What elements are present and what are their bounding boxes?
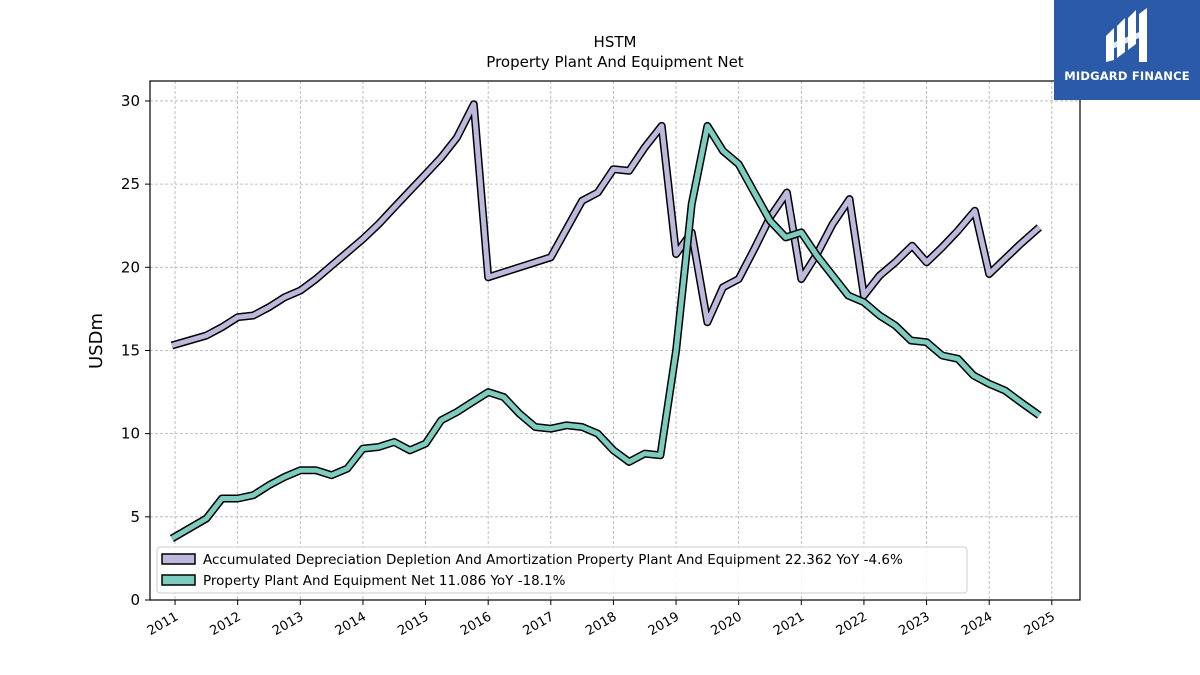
plot-frame [149,80,1081,601]
y-tick-label: 25 [121,175,140,193]
y-axis: 0 5 10 15 20 25 30 [121,92,150,609]
legend-swatch [161,553,196,565]
series-line [171,101,1041,348]
chart-subtitle: Property Plant And Equipment Net [486,53,743,71]
y-tick-label: 0 [130,591,140,609]
midgard-logo-icon [1106,8,1147,62]
brand-logo: MIDGARD FINANCE [1054,0,1200,100]
legend: Accumulated Depreciation Depletion And A… [156,546,968,594]
y-tick-label: 5 [130,508,140,526]
series-1 [170,100,1042,350]
y-tick-label: 10 [121,425,140,443]
y-tick-label: 30 [121,92,140,110]
plot-area [169,100,1042,542]
series-2 [169,121,1042,542]
y-axis-label: USDm [86,313,107,369]
y-tick-label: 15 [121,341,140,359]
legend-entry-label: Property Plant And Equipment Net 11.086 … [203,573,566,589]
chart-title: HSTM [594,33,637,51]
y-tick-label: 20 [121,258,140,276]
brand-name: MIDGARD FINANCE [1064,69,1190,83]
legend-swatch [161,574,196,586]
legend-entry-label: Accumulated Depreciation Depletion And A… [203,552,903,568]
series-line [170,123,1041,541]
legend-box [156,546,968,594]
